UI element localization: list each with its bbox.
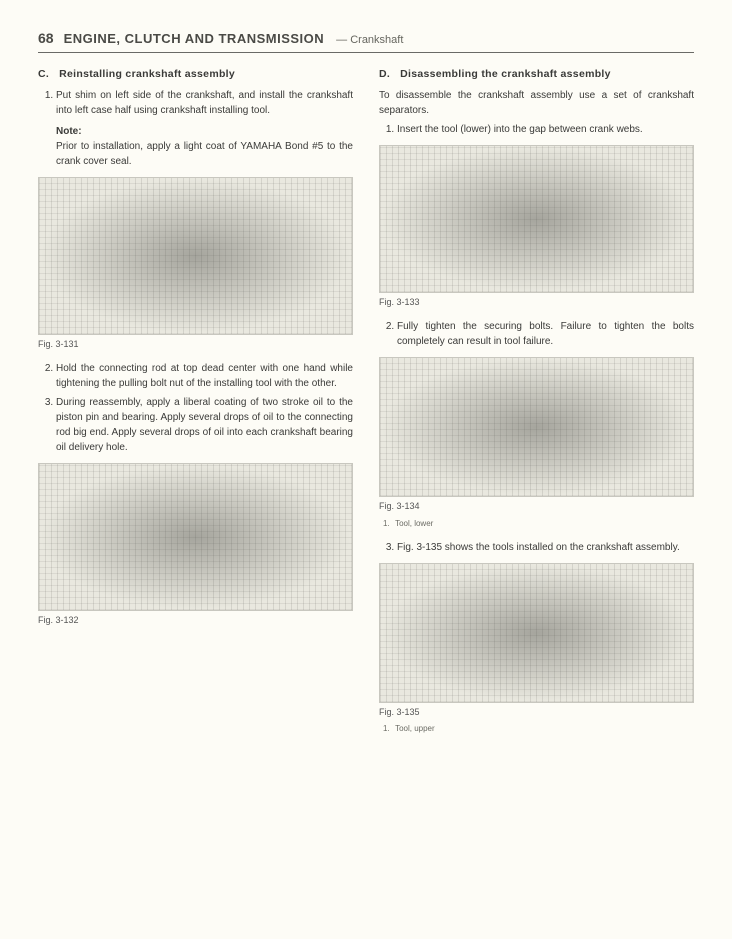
step-item: Hold the connecting rod at top dead cent… bbox=[56, 361, 353, 391]
figure-image bbox=[38, 463, 353, 611]
step-item: Fig. 3-135 shows the tools installed on … bbox=[397, 540, 694, 555]
section-d-heading: D. Disassembling the crankshaft assembly bbox=[379, 67, 694, 83]
step-item: Fully tighten the securing bolts. Failur… bbox=[397, 319, 694, 349]
annot-number: 1. bbox=[383, 518, 393, 530]
annot-number: 1. bbox=[383, 723, 393, 735]
figure-3-135: Fig. 3-135 1. Tool, upper bbox=[379, 563, 694, 736]
steps-list-c2: Hold the connecting rod at top dead cent… bbox=[38, 361, 353, 455]
note-label: Note: bbox=[56, 124, 353, 139]
note-body: Prior to installation, apply a light coa… bbox=[56, 139, 353, 169]
right-column: D. Disassembling the crankshaft assembly… bbox=[379, 67, 694, 745]
figure-caption: Fig. 3-134 bbox=[379, 500, 694, 514]
page-number: 68 bbox=[38, 28, 54, 49]
figure-image bbox=[379, 563, 694, 703]
annot-text: Tool, upper bbox=[395, 724, 435, 733]
step-item: During reassembly, apply a liberal coati… bbox=[56, 395, 353, 455]
page-header: 68 ENGINE, CLUTCH AND TRANSMISSION — Cra… bbox=[38, 28, 694, 53]
steps-list-d2: Fully tighten the securing bolts. Failur… bbox=[379, 319, 694, 349]
section-letter: C. bbox=[38, 67, 49, 83]
figure-3-133: Fig. 3-133 bbox=[379, 145, 694, 310]
figure-3-131: Fig. 3-131 bbox=[38, 177, 353, 352]
annot-text: Tool, lower bbox=[395, 519, 433, 528]
content-columns: C. Reinstalling crankshaft assembly Put … bbox=[38, 67, 694, 745]
figure-image bbox=[379, 357, 694, 497]
chapter-title: ENGINE, CLUTCH AND TRANSMISSION bbox=[64, 29, 325, 49]
section-title: Reinstalling crankshaft assembly bbox=[59, 67, 235, 83]
figure-caption: Fig. 3-132 bbox=[38, 614, 353, 628]
section-letter: D. bbox=[379, 67, 390, 83]
steps-list-d3: Fig. 3-135 shows the tools installed on … bbox=[379, 540, 694, 555]
figure-3-132: Fig. 3-132 bbox=[38, 463, 353, 628]
figure-caption: Fig. 3-135 bbox=[379, 706, 694, 720]
steps-list-c1: Put shim on left side of the crankshaft,… bbox=[38, 88, 353, 118]
left-column: C. Reinstalling crankshaft assembly Put … bbox=[38, 67, 353, 745]
figure-caption: Fig. 3-133 bbox=[379, 296, 694, 310]
section-c-heading: C. Reinstalling crankshaft assembly bbox=[38, 67, 353, 83]
figure-image bbox=[379, 145, 694, 293]
figure-annotation: 1. Tool, upper bbox=[379, 723, 694, 735]
note-block: Note: Prior to installation, apply a lig… bbox=[38, 124, 353, 169]
section-suffix: — Crankshaft bbox=[336, 32, 403, 49]
section-intro: To disassemble the crankshaft assembly u… bbox=[379, 88, 694, 118]
figure-3-134: Fig. 3-134 1. Tool, lower bbox=[379, 357, 694, 530]
step-item: Insert the tool (lower) into the gap bet… bbox=[397, 122, 694, 137]
figure-image bbox=[38, 177, 353, 335]
steps-list-d1: Insert the tool (lower) into the gap bet… bbox=[379, 122, 694, 137]
figure-annotation: 1. Tool, lower bbox=[379, 518, 694, 530]
figure-caption: Fig. 3-131 bbox=[38, 338, 353, 352]
step-item: Put shim on left side of the crankshaft,… bbox=[56, 88, 353, 118]
section-title: Disassembling the crankshaft assembly bbox=[400, 67, 611, 83]
